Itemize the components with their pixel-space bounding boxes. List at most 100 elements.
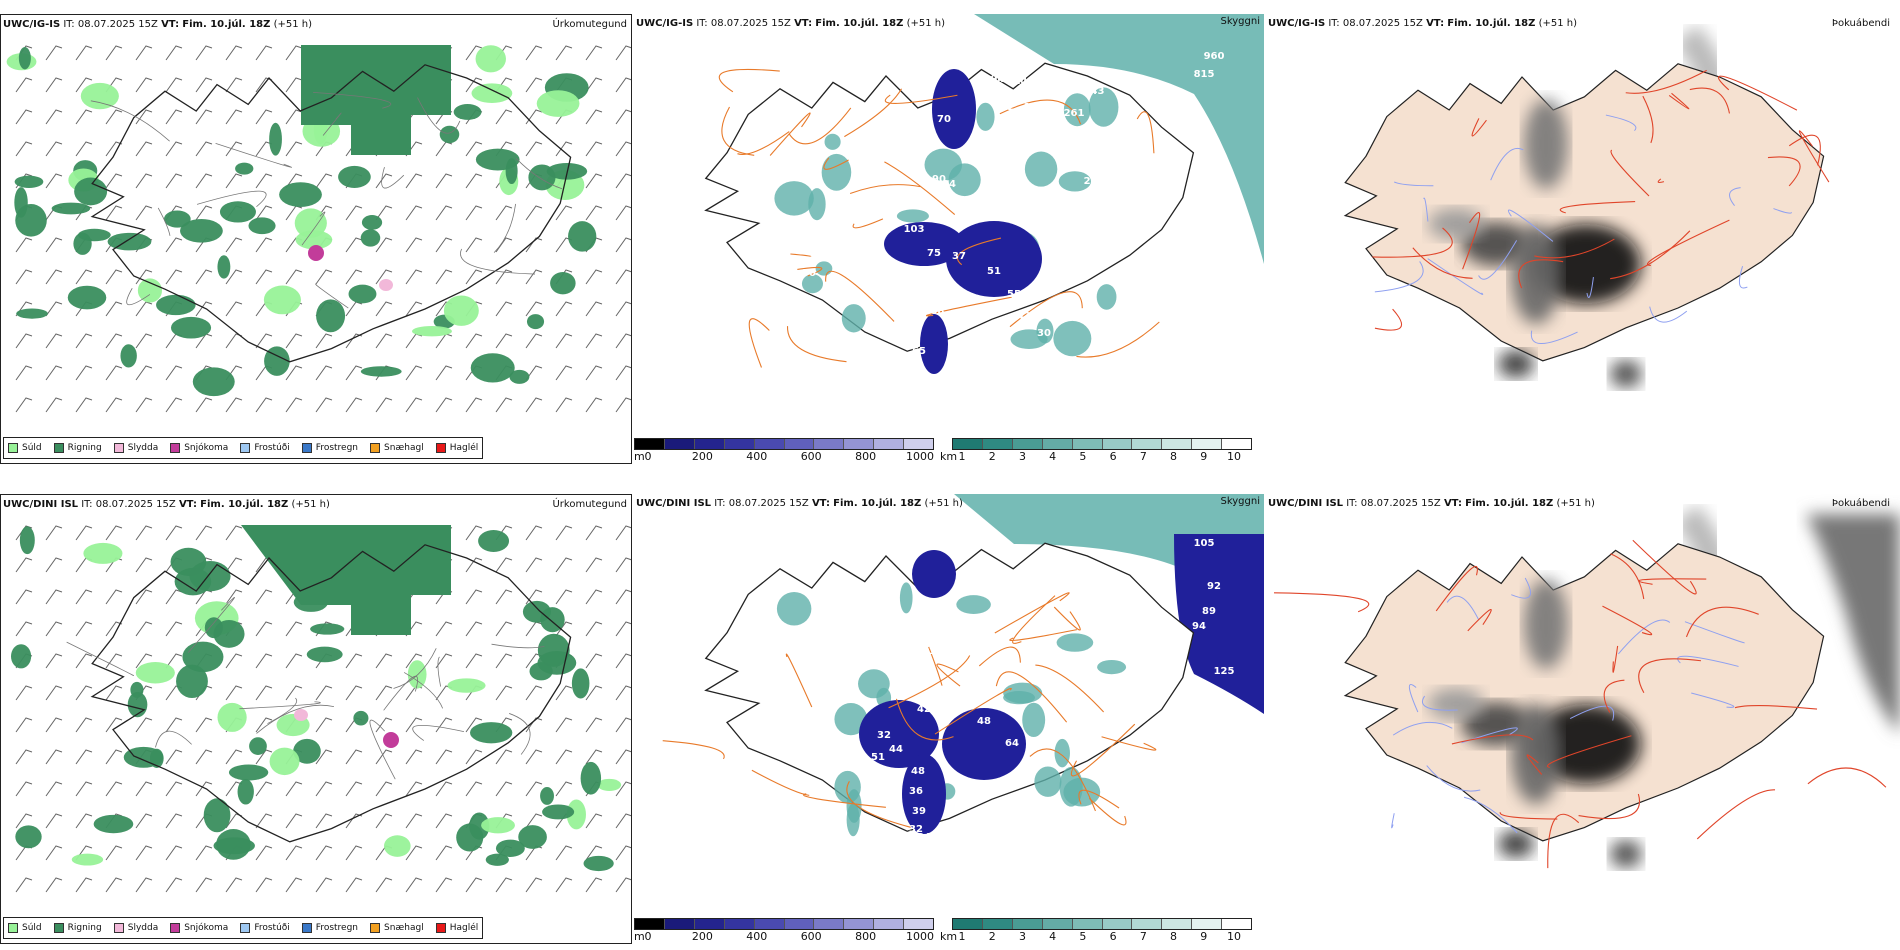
precip-area [180,219,223,243]
wind-barb [195,717,213,733]
wind-barb [615,621,631,637]
wind-barb [255,813,273,829]
wind-barb [465,781,483,797]
scale-tick: 0 [644,930,652,943]
wind-barb [585,173,603,189]
precip-area [269,747,300,776]
wind-barb [45,845,63,861]
wind-barb [255,621,273,637]
wind-barb [435,621,453,637]
wind-barb [75,77,93,93]
legend-label: Frostregn [315,443,359,453]
road [844,88,903,138]
road [1602,605,1653,636]
wind-barb [375,269,393,285]
precip-area [156,294,196,316]
visibility-area [834,702,868,736]
river [1478,240,1518,280]
cloud-height-label: 44 [889,744,903,755]
road [785,653,813,708]
wind-barb [45,269,63,285]
road [393,648,437,689]
wind-barb [165,717,183,733]
wind-barb [285,653,303,669]
precip-area [235,162,254,175]
wind-barb [465,557,483,573]
visibility-area [956,595,991,614]
legend-swatch [240,923,251,933]
road [748,318,770,368]
cloud-height-label: 125 [1214,666,1235,677]
road [383,675,419,711]
scale-tick: 400 [746,930,768,943]
iceland-coastline [704,62,1195,352]
road [155,730,192,748]
road [1717,75,1798,111]
wind-barb [285,877,303,893]
cloud-height-label: 51 [987,266,1001,277]
road [1076,321,1160,358]
scale-tick: 8 [1170,450,1178,463]
fog-area [1610,360,1642,388]
river [1586,277,1594,298]
precip-area [78,228,111,242]
precip-area [447,678,486,693]
wind-barb [345,237,363,253]
wind-barb [195,845,213,861]
road [1518,259,1564,289]
iceland-coastline [90,64,572,363]
visibility-area [774,181,814,216]
wind-barb [15,365,33,381]
legend-item: Rigning [53,443,102,453]
precip-area [74,177,108,206]
wind-barb [195,301,213,317]
wind-barb [15,269,33,285]
cloud-height-label: 94 [1147,566,1161,577]
wind-barb [405,237,423,253]
low-cloud-area [920,314,948,374]
road [849,184,921,194]
wind-barb [465,141,483,157]
river [1446,595,1479,620]
wind-barb [75,685,93,701]
visibility-area [976,102,995,131]
wind-barb [375,333,393,349]
wind-barb [585,365,603,381]
road [786,326,847,363]
cloud-height-label: 89 [1202,606,1216,617]
wind-barb [75,141,93,157]
precip-area [294,709,308,721]
wind-barb [105,365,123,381]
road [1029,748,1096,812]
wind-barb [45,45,63,61]
precip-area [293,738,321,764]
precip-area [597,778,622,791]
wind-barb [135,269,153,285]
precip-area [295,230,333,250]
road [126,288,151,305]
precip-area [170,316,212,339]
road [1451,734,1534,745]
cloud-height-label: 405 [1034,76,1055,87]
road [1734,705,1818,710]
road [1012,595,1056,644]
iceland-coastline [90,544,572,843]
wind-barb [315,365,333,381]
precip-area [379,279,393,291]
low-cloud-area [942,708,1026,780]
road [895,698,954,741]
fog-area [1498,830,1534,858]
wind-barb [195,205,213,221]
wind-barb [195,77,213,93]
wind-barb [465,45,483,61]
cloud-height-label: 42 [917,704,931,715]
panel-title: UWC/IG-IS IT: 08.07.2025 15Z VT: Fim. 10… [3,19,312,30]
wind-barb [135,525,153,541]
road [1078,789,1120,809]
wind-barb [615,173,631,189]
wind-barb [615,237,631,253]
precip-area [19,526,35,555]
wind-barb [585,45,603,61]
precip-area [526,314,545,330]
